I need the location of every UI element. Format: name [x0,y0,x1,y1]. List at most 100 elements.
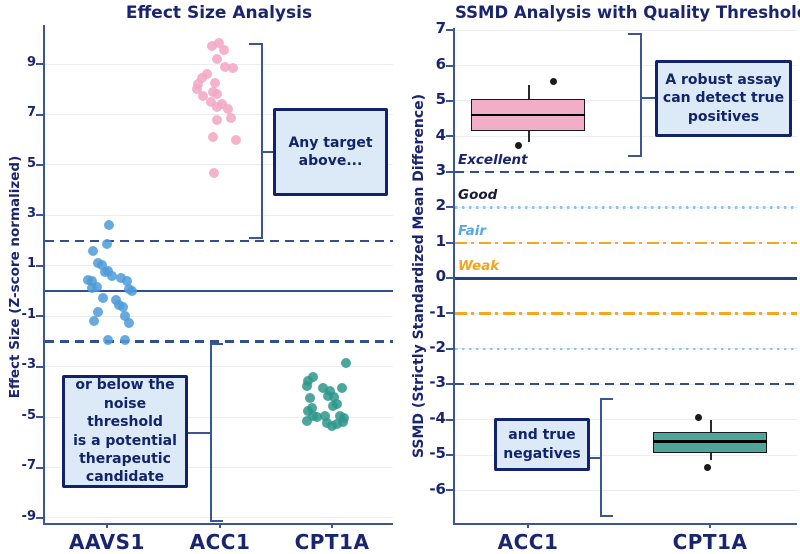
annotation-bracket-stub [590,457,601,459]
annotation-bracket-tick [600,398,613,400]
data-point [107,270,117,281]
y-tick-label: 4 [435,125,446,144]
data-point [338,417,348,428]
threshold-label: Good [458,187,498,204]
data-point [226,113,236,124]
data-point [103,335,113,346]
annotation-bracket-line [261,43,263,239]
gridline [455,135,797,137]
y-tick [36,466,43,469]
right-plot-title: SSMD Analysis with Quality Thresholds [455,3,800,22]
annotation-bracket-tick [628,33,641,35]
data-point [228,62,238,73]
data-point [231,134,241,145]
annotation-bracket-stub [262,151,273,153]
annotation-bracket-line [210,343,212,522]
data-point [102,239,112,250]
whisker-upper [528,85,530,100]
y-tick [36,113,43,116]
y-tick-label: 3 [435,160,446,179]
annotation-bracket-line [600,398,602,517]
y-tick-label: -7 [21,458,36,474]
data-point [98,292,108,303]
data-point [111,295,121,306]
annotation-bracket-tick [249,237,262,239]
data-point [341,358,351,369]
category-tick [219,523,221,528]
data-point [124,317,134,328]
y-tick-label: -4 [429,408,446,427]
y-tick-label: 3 [26,206,36,221]
outlier-point [549,77,557,85]
data-point [323,391,333,402]
data-point [302,381,312,392]
threshold-label: Excellent [458,151,528,168]
outlier-point [703,463,711,471]
y-tick-label: -6 [429,479,446,498]
median-line [653,440,767,443]
y-tick-label: 5 [435,90,446,109]
gridline [45,315,393,317]
annotation-bracket-tick [210,343,223,345]
gridline [45,63,393,65]
data-point [212,114,222,125]
y-tick [446,276,453,279]
data-point [127,286,137,297]
threshold-line [455,347,797,351]
y-tick [446,206,453,209]
y-tick [36,214,43,217]
annotation-box: Any target above... [273,108,388,196]
data-point [120,334,130,345]
y-tick [36,264,43,267]
annotation-bracket-stub [641,97,655,99]
y-tick [446,170,453,173]
threshold-line [455,312,797,315]
y-tick-label: 1 [435,231,446,250]
data-point [217,99,227,110]
y-tick [446,383,453,386]
threshold-line [45,290,393,293]
threshold-line [45,340,393,343]
y-tick-label: -5 [429,444,446,463]
y-tick-label: -2 [429,337,446,356]
outlier-point [514,141,522,149]
y-axis-spine [453,28,455,525]
y-tick-label: 0 [435,267,446,286]
whisker-lower [528,131,530,142]
gridline [45,416,393,418]
y-tick [446,29,453,32]
y-tick [446,347,453,350]
data-point [307,402,317,413]
data-point [212,89,222,100]
y-tick [446,241,453,244]
gridline [45,517,393,519]
data-point [328,401,338,411]
x-axis-spine [43,523,393,525]
y-tick [36,315,43,318]
y-tick [36,163,43,166]
data-point [318,382,328,393]
category-tick [527,523,529,528]
left-plot-title: Effect Size Analysis [125,3,313,23]
data-point [223,104,233,115]
threshold-line [455,241,797,244]
data-point [303,375,313,386]
annotation-bracket-line [640,33,642,157]
y-tick [36,416,43,419]
y-tick-label: 2 [435,196,446,215]
data-point [97,259,107,270]
annotation-box: or below the noise threshold is a potent… [62,375,188,488]
data-point [312,412,322,423]
gridline [45,366,393,368]
right-plot-area: 7 6 5 4 3 2 1 0 -1 -2 -3 -4 -5 -6 Excellent Good Fair Wea… [429,19,797,554]
category-label: ACC1 [497,530,559,554]
category-tick [709,523,711,528]
data-point [120,311,130,322]
data-point [87,275,97,286]
y-tick [36,365,43,368]
x-axis-spine [453,523,797,525]
data-point [210,77,220,88]
y-tick-label: -1 [429,302,446,321]
data-point [320,410,330,421]
